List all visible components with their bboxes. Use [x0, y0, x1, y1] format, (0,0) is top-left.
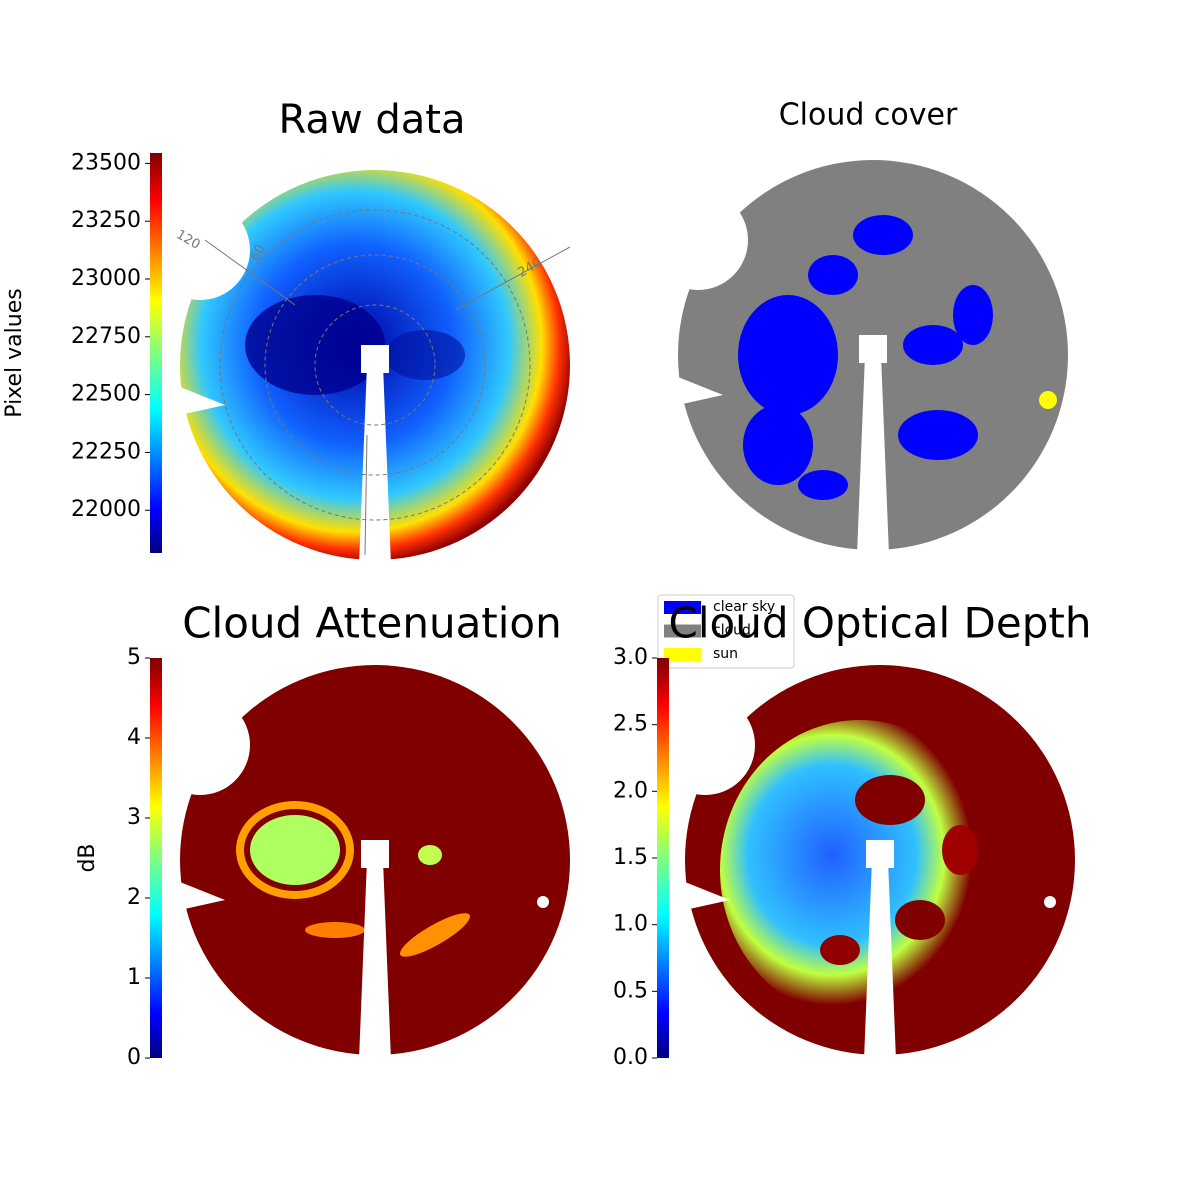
colorbar-tick-label: 3.0 [613, 645, 648, 670]
colorbar-tick-label: 1.5 [613, 845, 648, 870]
polar-label: 60 [247, 242, 268, 264]
colorbar-tick-label: 2 [127, 885, 141, 910]
colorbar-tick-label: 4 [127, 725, 141, 750]
legend-label: clear sky [713, 599, 775, 615]
legend-label: cloud [713, 623, 751, 639]
cloud-cover-image [668, 150, 1078, 560]
panel-title: Cloud Attenuation [182, 599, 562, 648]
colorbar [657, 658, 669, 1058]
colorbar-label: Pixel values [2, 288, 27, 417]
colorbar-tick-label: 22500 [71, 382, 141, 407]
colorbar-tick-label: 0.5 [613, 978, 648, 1003]
panel-title: Cloud cover [779, 98, 958, 133]
colorbar-tick-label: 22750 [71, 324, 141, 349]
colorbar-tick-label: 23250 [71, 208, 141, 233]
colorbar-label: dB [75, 843, 100, 872]
legend: clear sky cloud sun [657, 594, 795, 669]
legend-swatch [664, 601, 701, 614]
legend-swatch [664, 624, 701, 638]
attenuation-image [175, 660, 575, 1060]
colorbar-tick-label: 0 [127, 1045, 141, 1070]
colorbar-tick-label: 23500 [71, 150, 141, 175]
colorbar [150, 153, 162, 553]
optical-depth-image [680, 660, 1080, 1060]
colorbar-tick-label: 1.0 [613, 912, 648, 937]
colorbar [150, 658, 162, 1058]
colorbar-tick-label: 1 [127, 965, 141, 990]
panel-title: Raw data [279, 97, 466, 143]
colorbar-tick-label: 23000 [71, 266, 141, 291]
raw-image [175, 165, 575, 565]
legend-swatch [664, 648, 701, 661]
colorbar-tick-label: 2.0 [613, 778, 648, 803]
colorbar-tick-label: 22000 [71, 497, 141, 522]
colorbar-tick-label: 5 [127, 645, 141, 670]
colorbar-tick-label: 22250 [71, 439, 141, 464]
colorbar-tick-label: 2.5 [613, 712, 648, 737]
legend-label: sun [713, 646, 738, 662]
colorbar-tick-label: 0.0 [613, 1045, 648, 1070]
colorbar-tick-label: 3 [127, 805, 141, 830]
panel-title: Cloud Optical Depth [669, 599, 1092, 648]
